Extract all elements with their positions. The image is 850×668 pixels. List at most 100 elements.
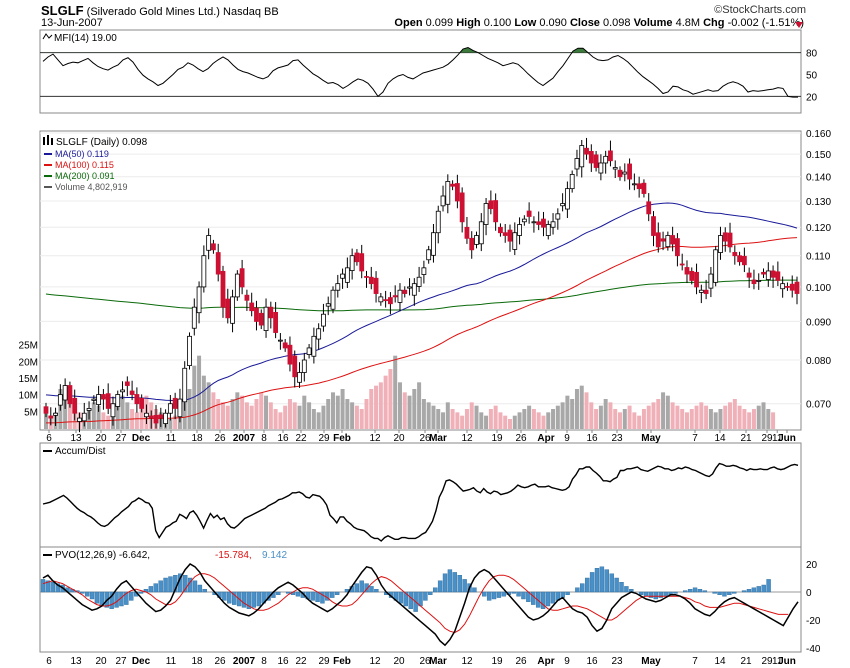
volume-bar [220, 402, 225, 429]
candle-body [144, 412, 149, 418]
volume-bar [431, 405, 436, 429]
pvo-histogram-bar [153, 583, 158, 593]
volume-bar [555, 405, 560, 429]
x-tick-label-bottom: 9 [564, 656, 570, 667]
candle-body [177, 398, 183, 418]
pvo-histogram-bar [766, 579, 771, 593]
x-tick-label: 29 [318, 433, 330, 444]
candle-body [354, 252, 360, 263]
candle-body [555, 213, 561, 220]
x-tick-label: 12 [369, 433, 381, 444]
volume-bar [278, 412, 283, 429]
volume-bar [474, 405, 479, 429]
mfi-title: MFI(14) 19.00 [54, 33, 117, 44]
pvo-histogram-bar [486, 591, 492, 601]
watermark: ©StockCharts.com [714, 4, 806, 16]
volume-bar [728, 402, 733, 429]
legend-label: MA(100) 0.115 [55, 160, 114, 170]
candle-body [770, 270, 776, 278]
pvo-histogram-bar [491, 591, 497, 600]
candle-body [761, 271, 766, 275]
volume-bar [120, 395, 125, 429]
ma100-line [46, 237, 798, 424]
pvo-histogram-bar [428, 591, 433, 595]
volume-bar [680, 409, 685, 429]
candle-body [330, 289, 336, 310]
x-tick-label: 22 [295, 433, 307, 444]
pvo-histogram-bar [565, 591, 570, 595]
pvo-histogram-bar [653, 591, 659, 600]
volume-bar [641, 409, 646, 429]
x-tick-label-bottom: Apr [537, 656, 554, 667]
volume-bar [436, 409, 441, 429]
candle-body [43, 406, 49, 414]
candle-body [239, 268, 245, 288]
candle-body [297, 372, 302, 383]
candle-body [158, 414, 164, 419]
candle-body [368, 276, 374, 285]
candle-body [206, 235, 212, 251]
title-line: SLGLF (Silverado Gold Mines Ltd.) Nasdaq… [41, 3, 279, 18]
candle-body [617, 169, 623, 178]
x-tick-label: 13 [70, 433, 82, 444]
price-tick-label: 0.110 [806, 252, 831, 263]
pvo-histogram-bar [580, 583, 585, 593]
volume-bar [732, 399, 737, 429]
volume-bar [316, 412, 321, 429]
candle-body [96, 394, 102, 405]
volume-bar [311, 409, 316, 429]
volume-bar [211, 392, 216, 429]
candle-body [550, 221, 556, 228]
mfi-overbought-fill [43, 47, 798, 53]
volume-tick-label: 20M [19, 357, 38, 368]
volume-bar [91, 402, 96, 429]
pvo-histogram-bar [197, 584, 203, 593]
pvo-histogram-bar [648, 591, 654, 598]
candle-body [517, 224, 522, 236]
volume-bar [206, 382, 211, 429]
candle-body [148, 415, 154, 419]
pvo-histogram-bar [374, 589, 379, 593]
volume-bar [589, 402, 594, 429]
x-tick-label: 16 [586, 433, 598, 444]
volume-bar [632, 412, 637, 429]
volume-bar [598, 405, 603, 429]
pvo-histogram-bar [246, 591, 252, 609]
candle-body [574, 158, 580, 170]
candle-body [411, 283, 417, 296]
volume-bar [235, 392, 240, 429]
x-tick-label-bottom: 29 [318, 656, 330, 667]
volume-bar [689, 409, 694, 429]
x-tick-label: 11 [772, 433, 783, 444]
candle-body [435, 210, 441, 234]
volume-bar [723, 405, 728, 429]
candle-body [521, 218, 527, 223]
volume-bar [335, 395, 340, 429]
candle-body [211, 243, 216, 251]
volume-bar [407, 395, 412, 429]
candle-body [737, 255, 742, 263]
candle-body [531, 221, 537, 224]
candle-body [364, 276, 369, 278]
candle-body [498, 226, 503, 234]
candle-body [77, 417, 82, 422]
pvo-histogram-bar [482, 591, 487, 597]
volume-bar [565, 395, 570, 429]
volume-bar [441, 412, 446, 429]
price-title: SLGLF (Daily) 0.098 [56, 137, 148, 148]
pvo-histogram-bar [310, 591, 315, 601]
x-tick-label-bottom: 14 [714, 656, 726, 667]
volume-bar [708, 409, 713, 429]
candle-body [292, 355, 298, 378]
pvo-histogram-bar [418, 591, 423, 607]
pvo-histogram-bar [746, 589, 752, 593]
pvo-histogram-bar [575, 587, 580, 593]
x-tick-label-bottom: 13 [70, 656, 82, 667]
candle-body [91, 398, 97, 401]
volume-bar [464, 409, 469, 429]
legend-label: MA(200) 0.091 [55, 171, 115, 181]
candle-body [254, 307, 259, 322]
pvo-histogram-bar [129, 591, 134, 601]
pvo-histogram-bar [697, 589, 703, 593]
volume-bar [297, 405, 302, 429]
